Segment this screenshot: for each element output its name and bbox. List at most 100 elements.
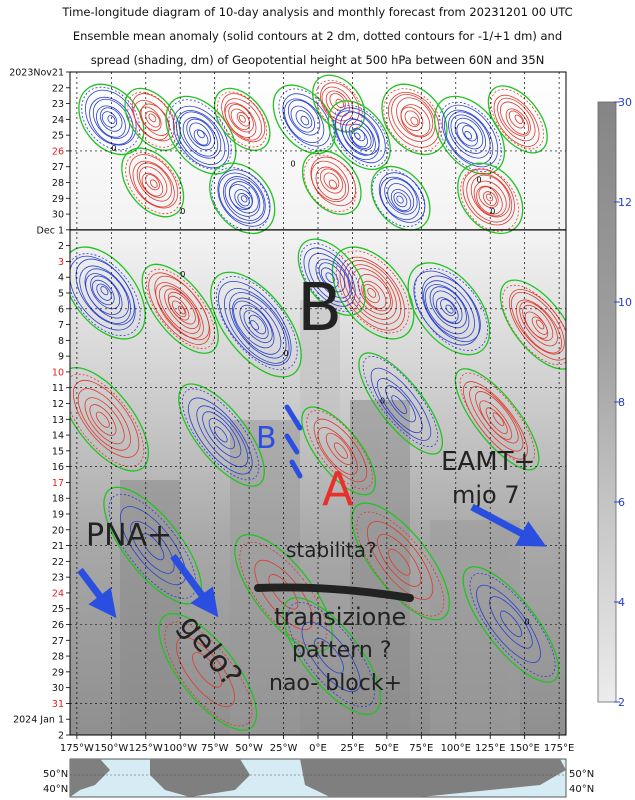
- contour-line: [149, 179, 158, 188]
- contour-line: [396, 195, 404, 204]
- contour-line: [441, 104, 499, 168]
- contour-line: [140, 103, 170, 136]
- contour-line: [464, 130, 473, 140]
- contour-line: [193, 129, 209, 146]
- contour-line: [239, 541, 328, 647]
- contour-line: [214, 426, 228, 443]
- contour-line: [90, 275, 121, 310]
- contour-line: [300, 115, 310, 126]
- blue-arrow: [470, 503, 547, 547]
- contour-line: [295, 110, 313, 129]
- y-tick-label: 15: [52, 446, 64, 457]
- y-tick-label: Dec 1: [37, 225, 64, 236]
- annotation-pna: PNA+: [86, 518, 172, 553]
- contour-line: [290, 105, 316, 133]
- annotation-stabilita: stabilita?: [286, 538, 377, 562]
- contour-line: [483, 191, 497, 206]
- zero-contour: [78, 83, 145, 156]
- contour-line: [240, 195, 248, 203]
- contour-line: [377, 533, 422, 587]
- contour-line: [385, 385, 416, 423]
- blue-arrow: [170, 553, 219, 618]
- contour-line: [384, 178, 418, 215]
- y-tick-label: 27: [52, 636, 64, 647]
- contour-line: [284, 98, 325, 143]
- contour-line: [186, 118, 215, 151]
- contour-line: [120, 506, 187, 586]
- annotation-small-b: B: [256, 421, 277, 456]
- contour-line: [351, 268, 393, 315]
- contour-line: [391, 94, 436, 142]
- contour-line: [189, 122, 211, 147]
- x-tick-label: 100°W: [163, 743, 197, 754]
- contour-line: [454, 117, 484, 150]
- contour-line: [133, 100, 170, 141]
- contour-line: [101, 111, 118, 128]
- x-tick-label: 175°W: [60, 743, 94, 754]
- zero-contour: [121, 147, 185, 218]
- x-axis: 175°W 150°W 125°W 100°W 75°W 50°W 25°W 0°E 25°E 5…: [60, 735, 574, 754]
- contour-line: [332, 104, 389, 167]
- zero-contour: [487, 85, 548, 154]
- chart-title: Time-longitude diagram of 10-day analysi…: [0, 0, 635, 72]
- contour-line: [383, 88, 443, 152]
- contour-line: [370, 367, 432, 441]
- contour-line: [325, 432, 353, 466]
- y-tick-label: 26: [52, 620, 64, 631]
- y-tick-label: 29: [52, 194, 64, 205]
- y-tick-label: 25: [52, 131, 64, 142]
- contour-line: [224, 178, 261, 217]
- contour-line: [414, 268, 488, 351]
- x-tick-label: 150°W: [94, 743, 128, 754]
- zero-contour: [499, 279, 566, 370]
- blue-dash-mark: [289, 459, 303, 479]
- annotation-nao: nao- block+: [269, 671, 402, 696]
- contour-label: 0: [525, 618, 530, 627]
- zero-contour: [282, 597, 382, 716]
- contour-line: [182, 117, 219, 157]
- annotation-eamt: EAMT+: [441, 447, 535, 477]
- contour-line: [440, 298, 456, 317]
- contour-line: [216, 275, 298, 371]
- contour-line: [139, 166, 168, 198]
- contour-line: [318, 262, 346, 293]
- contour-line: [476, 185, 503, 215]
- contour-line: [145, 110, 161, 128]
- contour-line: [92, 98, 130, 139]
- contour-line: [238, 114, 246, 123]
- blue-dash-mark: [284, 433, 300, 455]
- contour-line: [473, 180, 507, 217]
- x-tick-label: 125°E: [475, 743, 505, 754]
- contour-line: [400, 106, 424, 132]
- contour-line: [310, 156, 357, 207]
- contour-label: 0: [490, 207, 495, 216]
- zero-contour: [454, 368, 540, 471]
- contour-line: [361, 280, 387, 309]
- y-tick-label: 8: [58, 336, 64, 347]
- contour-line: [489, 596, 533, 649]
- contour-line: [372, 169, 425, 227]
- y-tick-label: 16: [52, 462, 64, 473]
- contour-line: [232, 297, 282, 355]
- zero-contour: [370, 165, 431, 231]
- contour-line: [535, 319, 545, 330]
- contour-line: [328, 179, 338, 189]
- contour-line: [450, 114, 487, 154]
- map-lat-right-50: 50°N: [569, 769, 594, 780]
- contour-line: [148, 113, 157, 123]
- y-tick-label: 4: [58, 273, 64, 284]
- blue-dash-mark: [284, 404, 303, 431]
- contour-line: [500, 610, 523, 638]
- contour-line: [367, 521, 434, 600]
- contour-line: [334, 110, 380, 161]
- colorbar-tick-label: 2: [618, 696, 625, 709]
- contour-line: [129, 154, 179, 209]
- contour-line: [196, 405, 249, 468]
- zero-contour: [301, 150, 362, 215]
- title-line: Ensemble mean anomaly (solid contours at…: [72, 29, 563, 43]
- contour-line: [79, 265, 132, 324]
- y-tick-label: 2023Nov21: [9, 68, 64, 79]
- contour-line: [70, 255, 136, 331]
- contour-line: [466, 172, 513, 223]
